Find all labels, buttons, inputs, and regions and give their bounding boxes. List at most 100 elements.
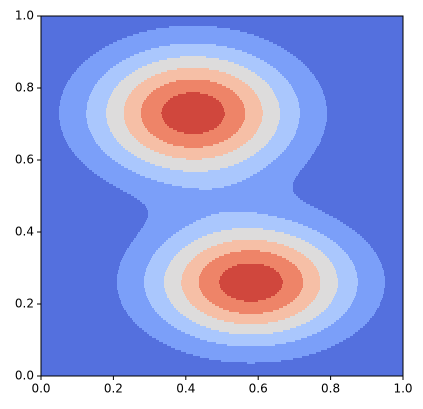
contour-band	[62, 130, 90, 132]
contour-band	[139, 326, 174, 328]
contour-band	[148, 214, 211, 216]
contour-band	[317, 332, 355, 334]
contour-band	[41, 62, 83, 64]
contour-band	[129, 246, 160, 248]
contour-band	[141, 116, 162, 118]
contour-band	[96, 52, 139, 54]
contour-band	[347, 310, 376, 312]
contour-band	[296, 176, 403, 178]
contour-band	[41, 334, 149, 336]
contour-band	[195, 256, 219, 258]
contour-band	[109, 182, 164, 184]
contour-band	[93, 88, 114, 90]
contour-band	[235, 76, 260, 78]
contour-band	[164, 282, 181, 284]
contour-band	[41, 72, 74, 74]
contour-band	[237, 94, 257, 96]
contour-band	[41, 44, 109, 46]
contour-band	[85, 60, 122, 62]
contour-band	[41, 356, 200, 358]
contour-band	[284, 244, 312, 246]
contour-band	[354, 264, 382, 266]
contour-band	[134, 136, 156, 138]
contour-band	[41, 318, 132, 320]
contour-band	[287, 304, 309, 306]
contour-band	[41, 200, 140, 202]
contour-band	[284, 76, 315, 78]
contour-band	[181, 280, 199, 282]
contour-band	[41, 124, 60, 126]
contour-band	[185, 226, 308, 228]
contour-band	[308, 226, 349, 228]
contour-band	[356, 294, 383, 296]
contour-band	[297, 266, 316, 268]
contour-band	[289, 246, 315, 248]
contour-band	[106, 114, 124, 116]
contour-band	[295, 134, 323, 136]
contour-band	[290, 328, 324, 330]
contour-band	[87, 120, 107, 122]
contour-band	[255, 72, 280, 74]
contour-band	[355, 266, 382, 268]
contour-band	[163, 342, 216, 344]
contour-band	[94, 86, 116, 88]
contour-band	[41, 184, 113, 186]
contour-band	[71, 76, 102, 78]
contour-band	[93, 54, 134, 56]
contour-band	[260, 100, 278, 102]
contour-band	[105, 46, 159, 48]
contour-band	[125, 104, 142, 106]
contour-band	[199, 286, 220, 288]
contour-band	[167, 344, 227, 346]
contour-band	[41, 310, 126, 312]
contour-band	[277, 44, 403, 46]
contour-band	[41, 234, 137, 236]
contour-band	[242, 80, 265, 82]
contour-band	[358, 280, 385, 282]
contour-band	[259, 126, 277, 128]
contour-band	[123, 190, 293, 192]
contour-band	[305, 308, 326, 310]
contour-band	[213, 144, 243, 146]
contour-band	[336, 320, 369, 322]
contour-band	[41, 366, 403, 368]
contour-band	[171, 302, 190, 304]
contour-band	[41, 104, 60, 106]
contour-band	[311, 156, 403, 158]
contour-band	[302, 276, 320, 278]
contour-band	[222, 104, 244, 106]
contour-band	[312, 154, 403, 156]
contour-band	[41, 94, 62, 96]
contour-band	[320, 286, 338, 288]
contour-band	[118, 292, 146, 294]
contour-band	[200, 288, 221, 290]
contour-band	[41, 262, 120, 264]
contour-band	[357, 274, 384, 276]
contour-band	[130, 316, 161, 318]
contour-band	[273, 90, 294, 92]
contour-band	[206, 56, 256, 58]
contour-band	[171, 324, 200, 326]
contour-band	[117, 140, 138, 142]
contour-band	[303, 282, 320, 284]
contour-band	[273, 160, 308, 162]
contour-band	[203, 268, 228, 270]
contour-band	[273, 42, 403, 44]
contour-band	[168, 238, 198, 240]
contour-band	[146, 206, 314, 208]
contour-band	[242, 124, 260, 126]
contour-band	[207, 340, 295, 342]
contour-band	[301, 338, 346, 340]
contour-band	[146, 98, 170, 100]
contour-band	[90, 94, 111, 96]
contour-band	[279, 102, 299, 104]
contour-band	[144, 224, 189, 226]
contour-band	[321, 330, 358, 332]
contour-band	[41, 82, 67, 84]
contour-band	[277, 292, 300, 294]
contour-band	[297, 128, 325, 130]
contour-band	[333, 298, 354, 300]
contour-band	[41, 336, 152, 338]
contour-band	[221, 102, 243, 104]
contour-band	[323, 134, 403, 136]
